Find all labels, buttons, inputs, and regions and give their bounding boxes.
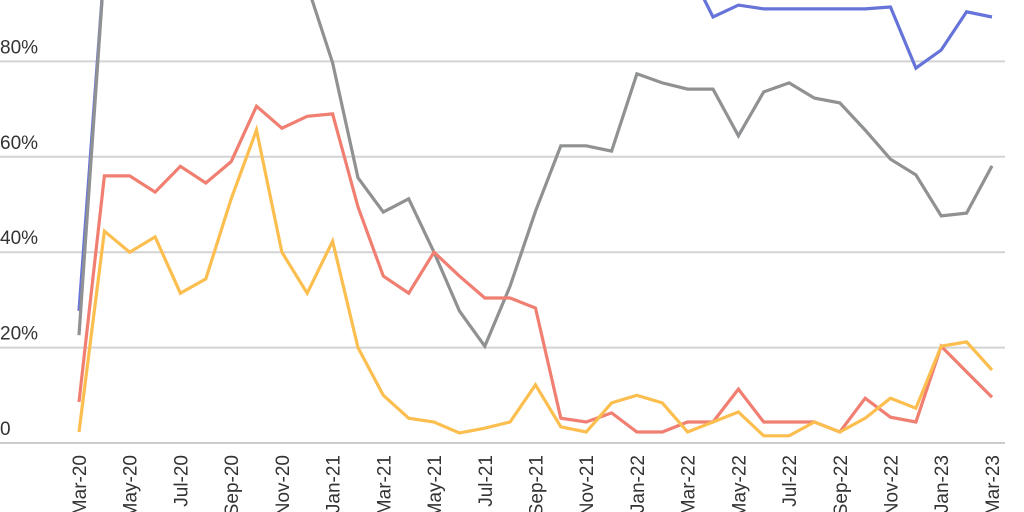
x-tick-label: Mar-23 [983,455,1004,512]
x-tick-label: Nov-22 [882,455,903,512]
x-tick-label: Mar-20 [70,455,91,512]
x-tick-label: Jul-21 [476,455,497,507]
x-tick-label: Mar-21 [374,455,395,512]
x-tick-label: May-21 [425,455,446,512]
x-tick-label: Sep-20 [222,455,243,512]
x-tick-label: Nov-20 [273,455,294,512]
x-tick-label: Jan-23 [932,455,953,512]
x-tick-label: Jan-21 [324,455,345,512]
series-lines [77,0,994,438]
y-tick-label: 0 [0,419,11,440]
x-tick-label: Sep-22 [831,455,852,512]
y-tick-label: 80% [0,37,38,58]
y-tick-label: 60% [0,133,38,154]
series-line-gray [77,0,994,350]
x-axis-ticks: Mar-20 May-20 Jul-20 Sep-20 Nov-20 Jan-21 Mar-… [70,455,1004,512]
x-tick-label: Jul-22 [780,455,801,507]
gridlines [0,60,1005,444]
x-tick-label: May-20 [121,455,142,512]
series-line-yellow [77,124,994,438]
y-tick-label: 20% [0,324,38,345]
x-tick-label: Jan-22 [628,455,649,512]
x-tick-label: Sep-21 [526,455,547,512]
y-tick-label: 40% [0,228,38,249]
x-tick-label: Nov-21 [577,455,598,512]
x-tick-label: Mar-22 [679,455,700,512]
series-line-blue [77,0,993,312]
x-tick-label: Jul-20 [171,455,192,507]
x-tick-label: May-22 [729,455,750,512]
y-axis-ticks: 0 20% 40% 60% 80% [0,37,38,440]
